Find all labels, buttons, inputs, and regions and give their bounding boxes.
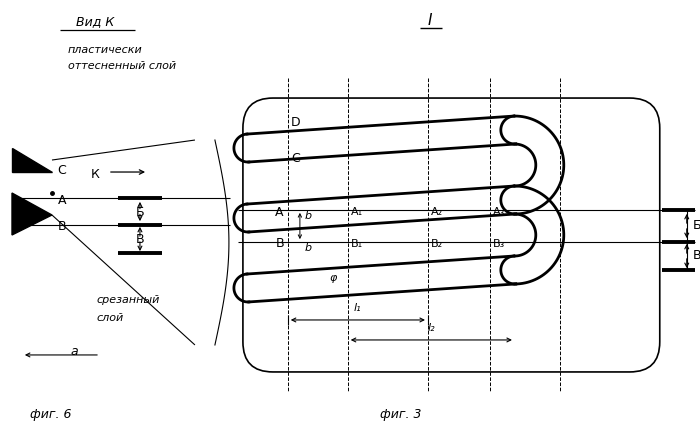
Text: Б: Б	[692, 220, 700, 233]
Text: А₁: А₁	[351, 207, 363, 217]
Text: фиг. 6: фиг. 6	[30, 409, 71, 422]
Text: В₁: В₁	[351, 239, 363, 249]
Text: b: b	[304, 211, 312, 221]
Text: А₂: А₂	[430, 207, 443, 217]
Text: оттесненный слой: оттесненный слой	[68, 61, 176, 71]
Text: l₂: l₂	[428, 323, 435, 333]
Text: А: А	[57, 194, 66, 207]
Text: фиг. 3: фиг. 3	[380, 409, 421, 422]
Text: l₁: l₁	[354, 303, 362, 313]
Text: В: В	[57, 220, 66, 233]
Text: С: С	[291, 151, 300, 164]
Text: В: В	[692, 250, 700, 263]
Text: срезанный: срезанный	[97, 295, 160, 305]
Text: А: А	[275, 206, 284, 219]
Text: Вид К: Вид К	[76, 16, 114, 29]
Text: b: b	[304, 243, 312, 253]
Text: слой: слой	[97, 313, 124, 323]
Polygon shape	[12, 148, 52, 172]
Text: Б: Б	[136, 206, 144, 219]
Polygon shape	[12, 193, 52, 235]
Text: φ: φ	[329, 273, 337, 283]
Text: D: D	[291, 116, 300, 129]
Text: В₃: В₃	[493, 239, 505, 249]
Text: а: а	[70, 345, 78, 358]
Text: В₂: В₂	[430, 239, 443, 249]
Text: А₃: А₃	[493, 207, 505, 217]
Text: С: С	[57, 164, 66, 177]
Text: В: В	[275, 237, 284, 250]
Text: К: К	[90, 168, 99, 181]
Text: пластически: пластически	[68, 45, 143, 55]
Text: I: I	[428, 13, 432, 28]
Text: В: В	[136, 233, 144, 246]
